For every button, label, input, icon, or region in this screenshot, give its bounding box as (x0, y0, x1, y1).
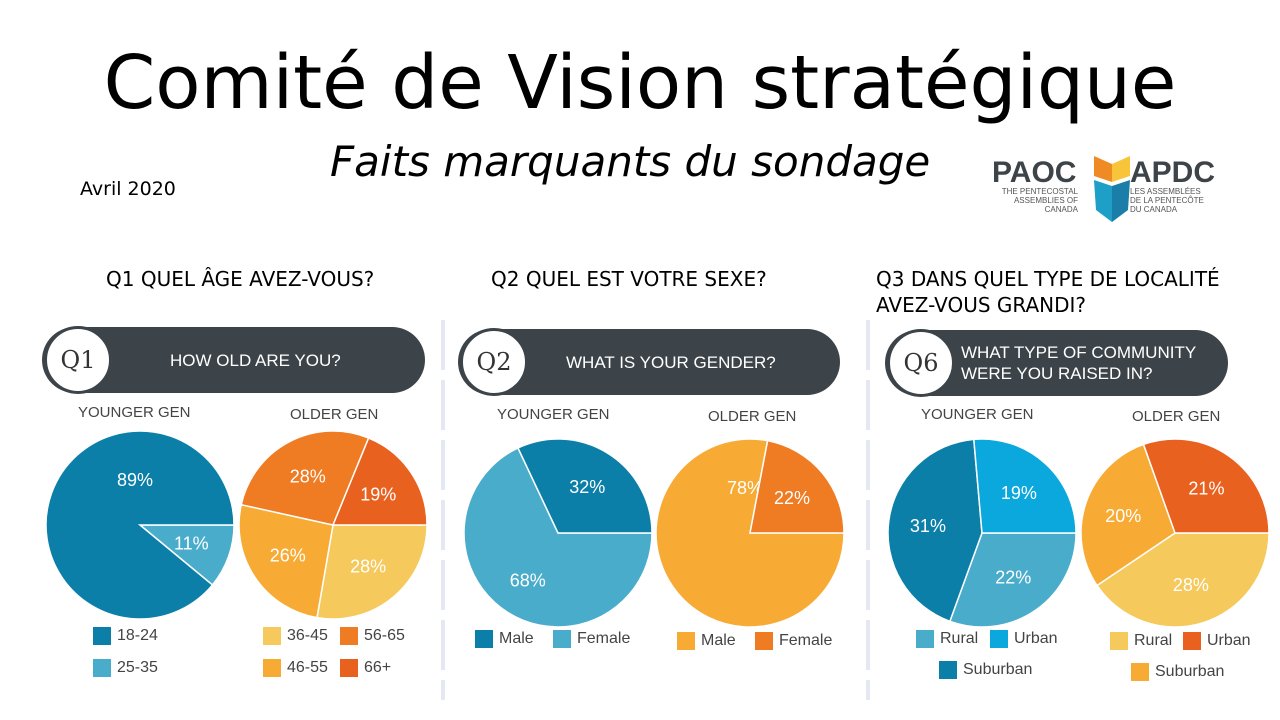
legend-item: Female (553, 630, 630, 648)
svg-text:THE PENTECOSTAL: THE PENTECOSTAL (1002, 187, 1079, 196)
data-label: 68% (510, 571, 546, 591)
slide-subtitle: Faits marquants du sondage (330, 137, 931, 186)
pie-slice-5665 (240, 430, 370, 526)
legend-item: Suburban (939, 661, 1032, 679)
legend-item: Rural (916, 630, 978, 648)
svg-text:CANADA: CANADA (1045, 205, 1079, 214)
legend-item: Urban (990, 630, 1058, 648)
slide-title: Comité de Vision stratégique (103, 40, 1177, 126)
pie-slice-rural (1095, 532, 1270, 628)
q1-banner-text: HOW OLD ARE YOU? (170, 351, 341, 370)
data-label: 19% (360, 485, 396, 505)
data-label: 22% (774, 488, 810, 508)
legend-item: 36-45 (263, 627, 328, 645)
gen-label: OLDER GEN (1132, 408, 1221, 425)
legend-item: 56-65 (340, 627, 405, 645)
data-label: 28% (1173, 575, 1209, 595)
data-label: 28% (350, 557, 386, 577)
data-label: 78% (727, 478, 763, 498)
legend-item: Suburban (1131, 663, 1224, 681)
q3-badge: Q6 (887, 329, 955, 397)
pie-slice-1824 (45, 430, 235, 620)
gen-label: OLDER GEN (290, 406, 379, 423)
data-label: 22% (995, 568, 1031, 588)
pie-slice-rural (948, 532, 1077, 628)
legend-item: Rural (1110, 632, 1172, 650)
legend-item: Urban (1183, 632, 1251, 650)
pie-slice-suburban (1080, 443, 1176, 587)
pie-slice-male (655, 438, 845, 628)
pie-slice-suburban (887, 438, 983, 623)
q2-badge: Q2 (460, 328, 528, 396)
data-label: 89% (117, 470, 153, 490)
pie-slice-2535 (137, 524, 235, 586)
gen-label: OLDER GEN (708, 408, 797, 425)
pie-slice-male (516, 438, 653, 534)
q1-banner: Q1 HOW OLD ARE YOU? (42, 326, 425, 394)
data-label: 31% (910, 516, 946, 536)
data-label: 20% (1105, 506, 1141, 526)
legend-item: Male (677, 632, 736, 650)
data-label: 21% (1188, 478, 1224, 498)
q1-badge: Q1 (44, 326, 112, 394)
legend-item: 46-55 (263, 659, 328, 677)
svg-text:DE LA PENTECÔTE: DE LA PENTECÔTE (1130, 196, 1204, 205)
pie-slice-female (463, 446, 653, 628)
paoc-apdc-logo: PAOC APDC THE PENTECOSTAL ASSEMBLIES OF … (992, 156, 1215, 222)
legend-item: Male (475, 630, 534, 648)
svg-text:DU CANADA: DU CANADA (1130, 205, 1178, 214)
q3-banner-text: WHAT TYPE OF COMMUNITY WERE YOU RAISED I… (961, 343, 1196, 383)
pie-slice-66 (331, 437, 428, 526)
legend-item: 18-24 (93, 627, 158, 645)
svg-text:ASSEMBLIES OF: ASSEMBLIES OF (1014, 196, 1078, 205)
svg-text:LES ASSEMBLÉES: LES ASSEMBLÉES (1130, 187, 1201, 196)
data-label: 11% (174, 533, 209, 553)
logo-right-text: APDC (1130, 156, 1215, 189)
data-label: 32% (569, 477, 605, 497)
q2-banner-text: WHAT IS YOUR GENDER? (566, 353, 776, 372)
q2-heading: Q2 QUEL EST VOTRE SEXE? (491, 267, 767, 291)
logo-left-text: PAOC (992, 156, 1076, 189)
q3-heading: Q3 DANS QUEL TYPE DE LOCALITÉ AVEZ-VOUS … (876, 267, 1220, 317)
q2-banner: Q2 WHAT IS YOUR GENDER? (458, 328, 840, 396)
pie-slice-female (749, 439, 845, 534)
divider (441, 320, 445, 700)
date-label: Avril 2020 (80, 178, 176, 200)
pie-slice-4655 (238, 503, 334, 619)
gen-label: YOUNGER GEN (497, 406, 610, 423)
q1-heading: Q1 QUEL ÂGE AVEZ-VOUS? (106, 267, 375, 291)
pie-slice-urban (972, 438, 1077, 534)
legend-item: Female (755, 632, 832, 650)
q3-banner: Q6 WHAT TYPE OF COMMUNITY WERE YOU RAISE… (885, 329, 1228, 397)
gen-label: YOUNGER GEN (78, 404, 191, 421)
data-label: 28% (290, 467, 326, 487)
pie-slice-urban (1142, 438, 1270, 534)
legend-item: 66+ (340, 659, 391, 677)
legend-item: 25-35 (93, 659, 158, 677)
data-label: 26% (270, 545, 306, 565)
divider (866, 320, 870, 700)
pie-slice-3645 (316, 524, 428, 620)
gen-label: YOUNGER GEN (921, 406, 1034, 423)
data-label: 19% (1001, 483, 1037, 503)
